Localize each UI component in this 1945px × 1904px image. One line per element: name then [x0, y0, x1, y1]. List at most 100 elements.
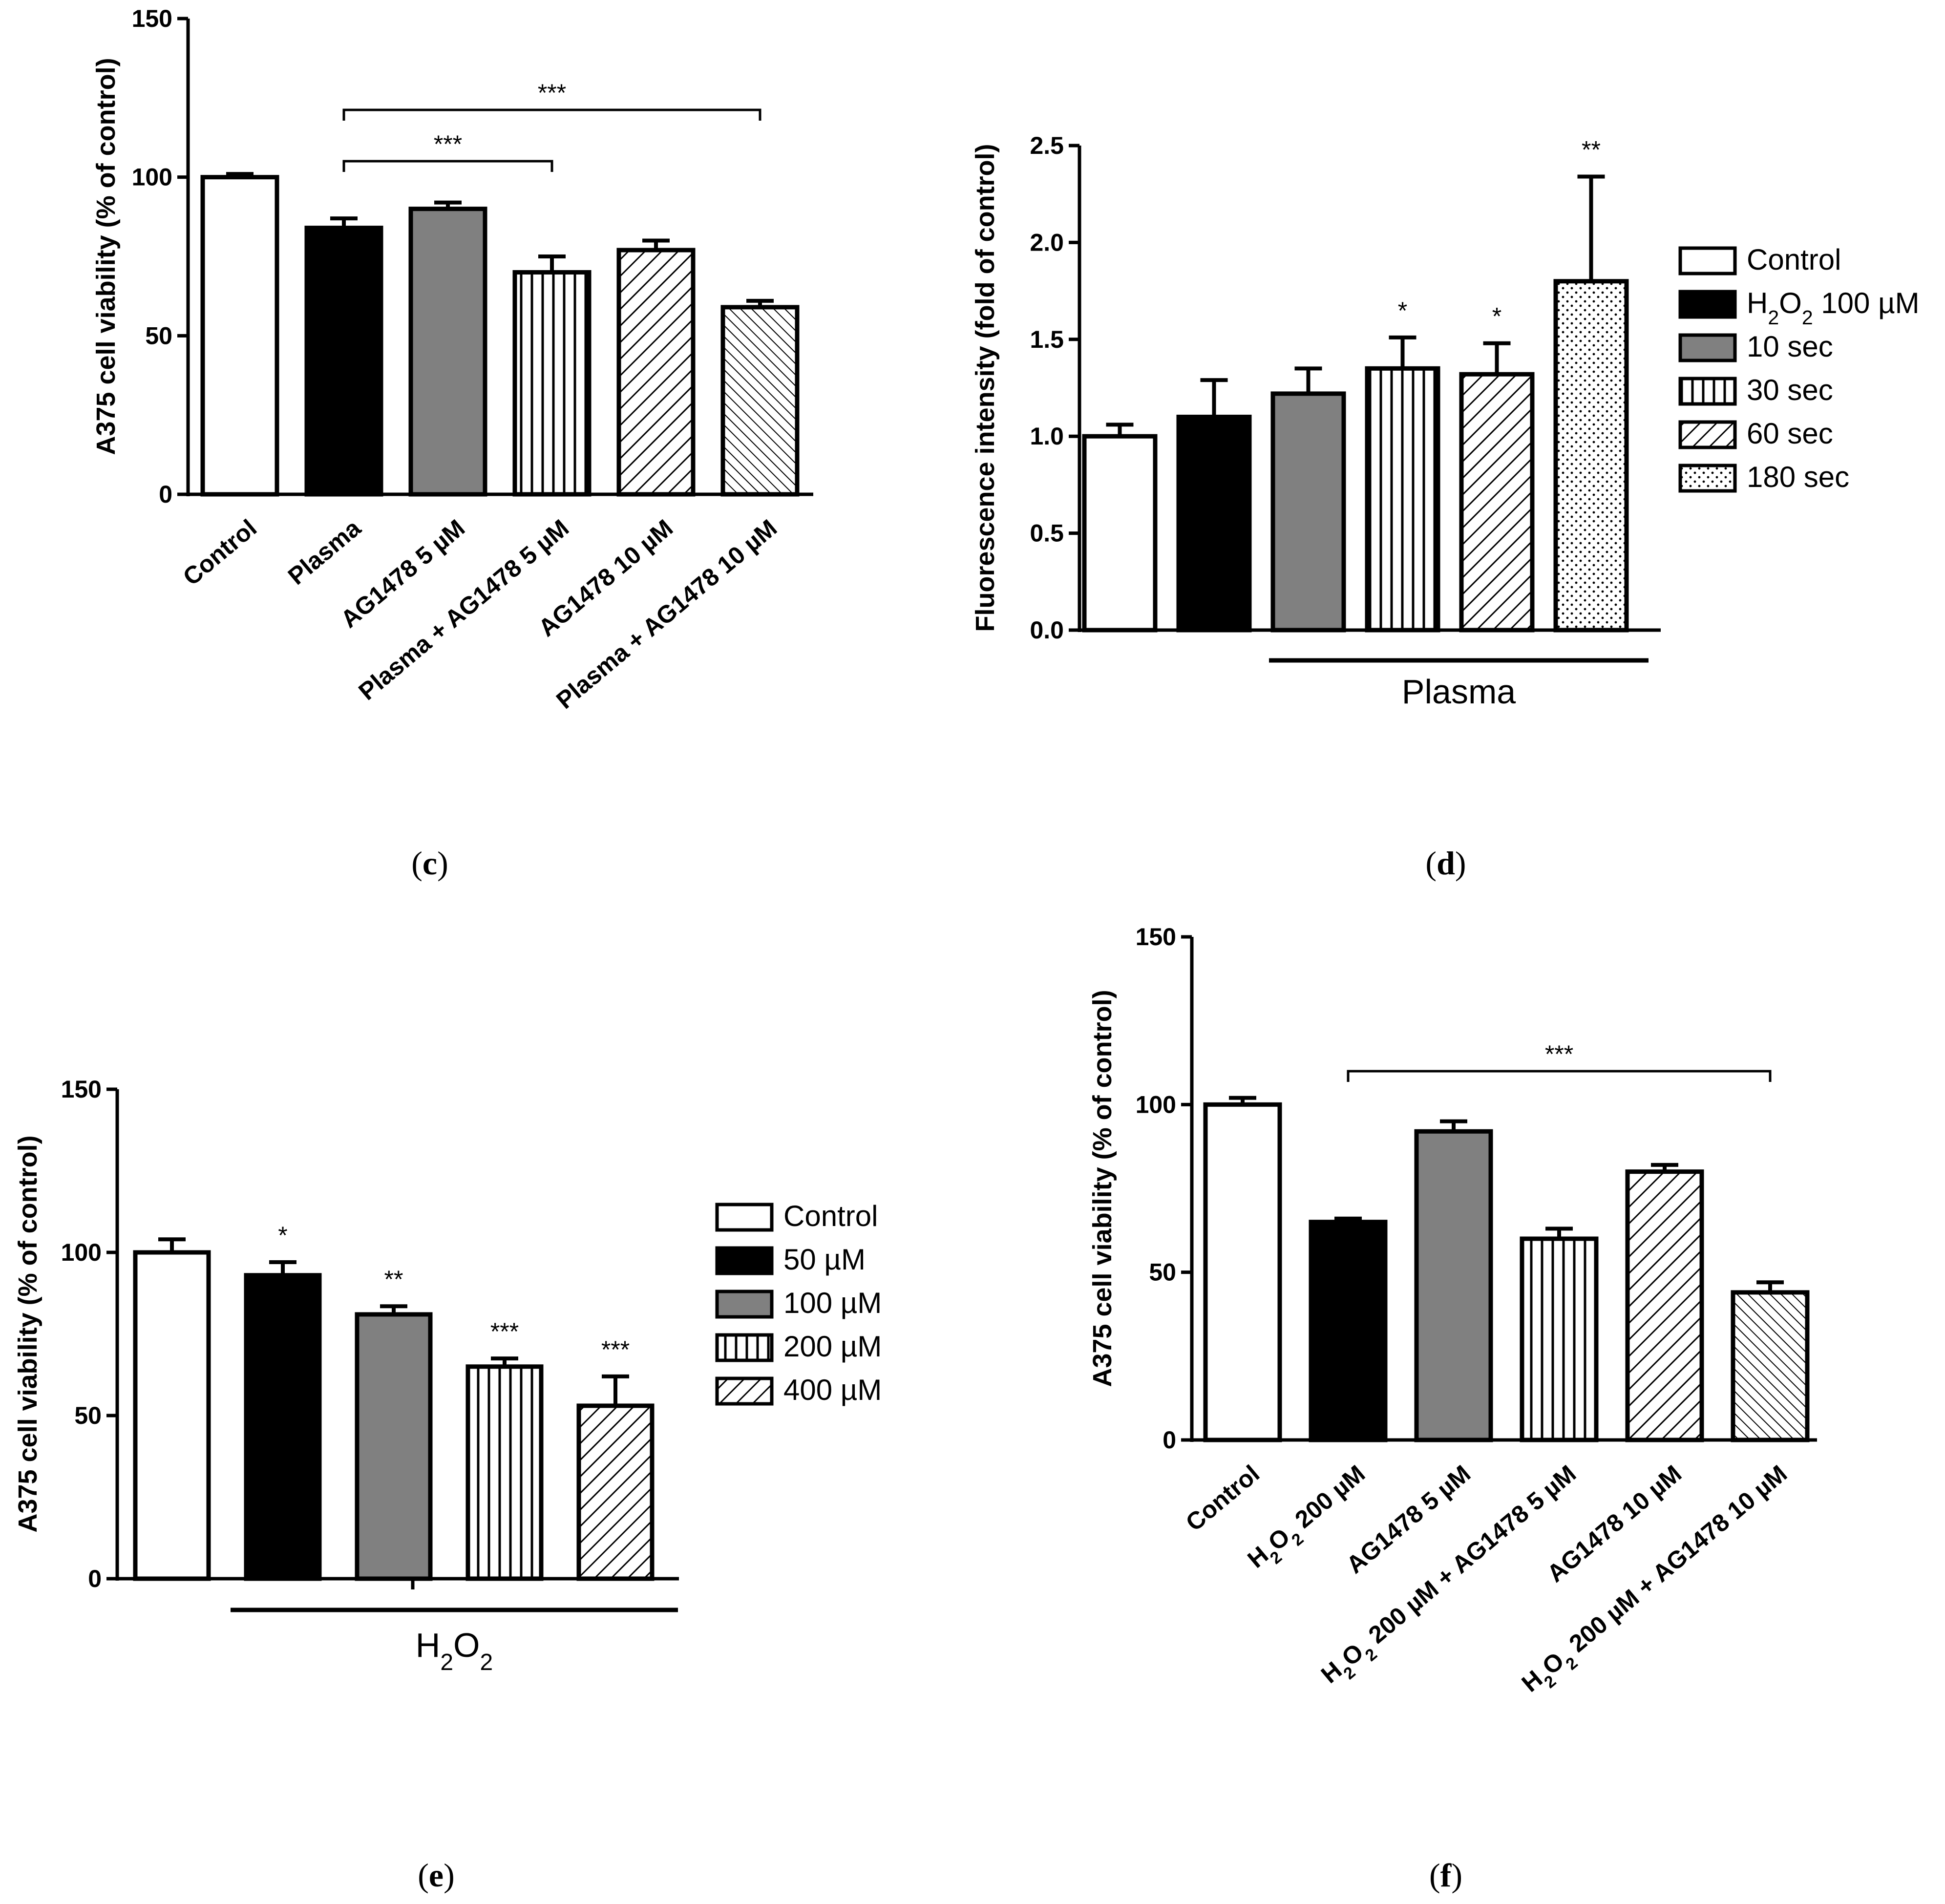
significance-bracket [342, 108, 761, 121]
significance-label: ** [1582, 136, 1601, 163]
text-part: 180 sec [1747, 461, 1849, 493]
bar [200, 175, 279, 497]
y-tick-label: 50 [145, 322, 172, 349]
text-part: 100 µM [1813, 287, 1920, 319]
text-part: H [1517, 1665, 1548, 1697]
significance-label: ** [384, 1266, 403, 1293]
y-tick-label: 150 [1136, 923, 1176, 951]
significance-label: * [1492, 303, 1501, 330]
legend-swatch [715, 1246, 774, 1275]
y-tick-label: 2.0 [1030, 229, 1064, 256]
text-part: 2 [1768, 306, 1779, 329]
legend-swatch [1678, 464, 1737, 493]
y-axis-label: A375 cell viability (% of control) [13, 1135, 42, 1532]
y-tick-label: 100 [61, 1239, 102, 1266]
significance-label: *** [601, 1336, 630, 1363]
legend-label: 60 sec [1747, 417, 1833, 450]
chart-panel-d: 0.0 0.5 1.0 1.5 2.0 2.5 Fluorescence intensity… [971, 132, 1920, 882]
text-part: H [1316, 1656, 1347, 1689]
text-part: H [1242, 1541, 1273, 1573]
panel-label-letter: d [1437, 845, 1455, 882]
panel-label: (f) [1429, 1857, 1462, 1894]
y-axis-label: A375 cell viability (% of control) [91, 58, 121, 455]
legend-swatch [715, 1203, 774, 1232]
text-part: 60 sec [1747, 417, 1833, 450]
group-label: Plasma [1402, 673, 1516, 711]
bar [1414, 1129, 1493, 1442]
panel-label-letter: e [429, 1857, 444, 1894]
category-label: Control [1181, 1460, 1265, 1537]
bar [576, 1403, 655, 1581]
bar [1731, 1290, 1810, 1442]
text-part: Plasma [1402, 673, 1516, 711]
bar [244, 1273, 322, 1581]
y-axis-label: A375 cell viability (% of control) [1088, 990, 1117, 1387]
y-tick-label: 0 [1163, 1426, 1176, 1454]
category-label: Control [178, 514, 262, 591]
text-part: Control [178, 514, 262, 591]
group-label: H2O2 [416, 1626, 493, 1675]
y-tick-label: 100 [132, 164, 172, 191]
text-part: O [1263, 1523, 1295, 1556]
text-part: 100 µM [783, 1287, 882, 1319]
bar [1520, 1236, 1599, 1442]
legend-swatch [1678, 333, 1737, 362]
bar [1365, 366, 1440, 633]
panel-label-letter: f [1440, 1857, 1452, 1894]
legend-swatch [715, 1376, 774, 1406]
y-tick-label: 0 [159, 481, 172, 508]
significance-bracket [1347, 1070, 1772, 1082]
legend-label: 50 µM [783, 1243, 866, 1276]
text-part: O [1537, 1647, 1569, 1680]
y-tick-label: 150 [132, 5, 172, 32]
panel-label-paren: ) [437, 845, 448, 882]
category-label: Plasma [283, 514, 366, 590]
chart-panel-c: 0 50 100 150 A375 cell viability (% of contr… [91, 5, 813, 882]
legend-label: 100 µM [783, 1287, 882, 1319]
bar [1553, 279, 1629, 633]
panel-label-paren: ( [418, 1857, 429, 1894]
significance-label: *** [538, 79, 566, 106]
legend-swatch [1678, 290, 1737, 319]
panel-label-paren: ) [444, 1857, 455, 1894]
text-part: 200 µM [783, 1330, 882, 1363]
y-tick-label: 100 [1136, 1091, 1176, 1118]
y-tick-label: 0.5 [1030, 520, 1064, 547]
bar [1309, 1220, 1388, 1442]
text-part: 2 [1802, 306, 1813, 329]
text-part: 200 µM + AG1478 5 µM [1358, 1460, 1581, 1653]
legend-label: 10 sec [1747, 330, 1833, 363]
text-part: Plasma [283, 514, 366, 590]
y-tick-label: 50 [74, 1402, 102, 1429]
text-part: O [453, 1626, 480, 1664]
significance-label: *** [1545, 1040, 1573, 1068]
legend-label: H2O2 100 µM [1747, 287, 1920, 329]
panel-label-paren: ( [411, 845, 423, 882]
panel-label: (c) [411, 845, 448, 882]
y-tick-label: 150 [61, 1076, 102, 1103]
significance-label: * [1398, 297, 1407, 324]
bar [1082, 434, 1158, 633]
legend-label: 400 µM [783, 1374, 882, 1406]
panel-label-letter: c [423, 845, 437, 882]
y-tick-label: 1.5 [1030, 326, 1064, 353]
bar [133, 1250, 211, 1581]
y-tick-label: 1.0 [1030, 423, 1064, 450]
bar [720, 305, 800, 497]
bar [1270, 391, 1346, 633]
panel-label-paren: ( [1425, 845, 1437, 882]
panel-label-paren: ) [1455, 845, 1466, 882]
bar [408, 207, 487, 497]
y-axis-label: Fluorescence intensity (fold of control) [971, 144, 1000, 632]
legend-swatch [1678, 420, 1737, 449]
legend-swatch [1678, 377, 1737, 406]
text-part: 400 µM [783, 1374, 882, 1406]
bar [304, 226, 383, 497]
significance-label: * [278, 1222, 287, 1249]
y-tick-label: 0.0 [1030, 616, 1064, 644]
bar [1625, 1169, 1704, 1442]
text-part: 50 µM [783, 1243, 866, 1276]
text-part: Control [1747, 243, 1841, 276]
chart-panel-e: 0 50 100 150 A375 cell viability (% of contr… [13, 1076, 882, 1894]
